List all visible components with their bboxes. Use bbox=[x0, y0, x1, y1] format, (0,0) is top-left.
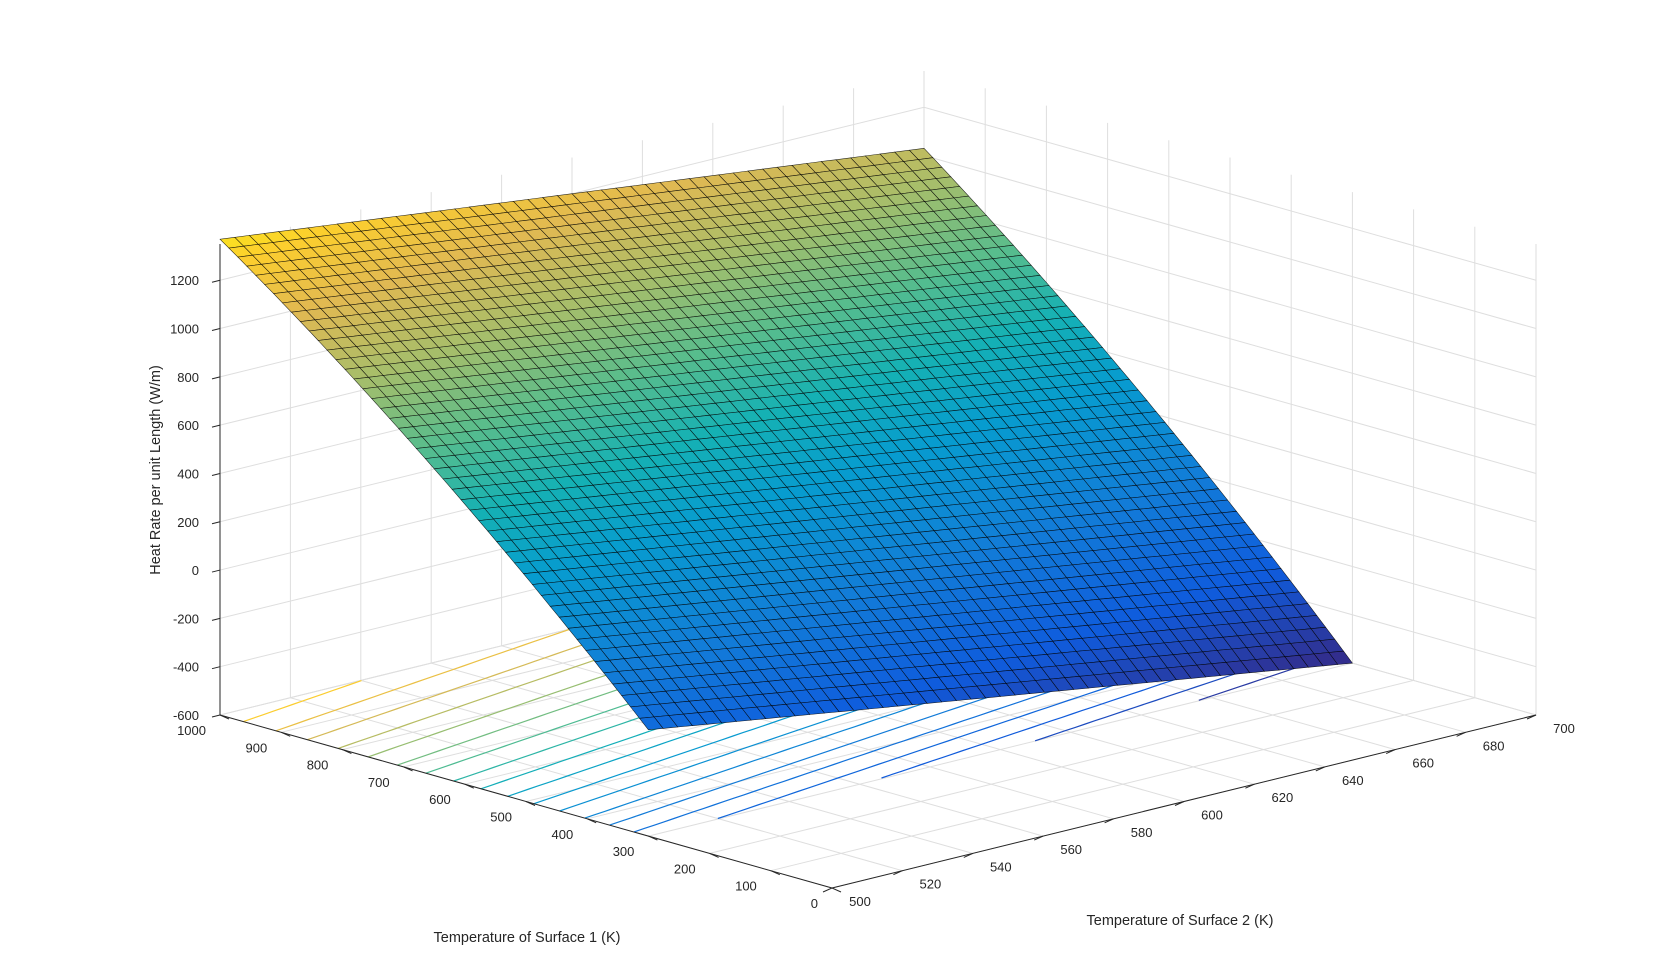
z-tick-label: 1200 bbox=[170, 273, 199, 288]
surface-mesh bbox=[219, 148, 1353, 731]
x-tick-label: 800 bbox=[307, 758, 329, 773]
y-tick-mark bbox=[1174, 801, 1185, 806]
x-tick-mark bbox=[648, 835, 658, 841]
y-tick-label: 520 bbox=[920, 877, 942, 892]
y-tick-mark bbox=[1033, 835, 1044, 841]
z-tick-mark bbox=[211, 617, 221, 621]
y-tick-mark bbox=[822, 887, 833, 893]
x-tick-label: 900 bbox=[245, 740, 267, 755]
y-tick-mark bbox=[1526, 714, 1537, 720]
x-axis-label: Temperature of Surface 1 (K) bbox=[434, 930, 621, 946]
x-tick-label: 0 bbox=[811, 896, 818, 911]
x-tick-mark bbox=[342, 749, 352, 755]
z-tick-mark bbox=[211, 569, 221, 573]
x-tick-mark bbox=[403, 766, 413, 772]
x-tick-label: 600 bbox=[429, 792, 451, 807]
z-tick-mark bbox=[211, 472, 221, 476]
x-tick-label: 300 bbox=[613, 844, 635, 859]
z-tick-labels: -600 -400 -200 0 200 400 600 800 1000 1200 bbox=[170, 273, 221, 723]
contour-line bbox=[275, 627, 573, 732]
z-tick-mark bbox=[211, 328, 221, 332]
z-tick-mark bbox=[211, 376, 221, 380]
y-tick-mark bbox=[893, 870, 903, 876]
x-tick-label: 1000 bbox=[177, 723, 206, 738]
y-tick-mark bbox=[1315, 766, 1326, 772]
y-tick-label: 580 bbox=[1131, 825, 1153, 840]
y-tick-mark bbox=[1245, 783, 1255, 789]
x-tick-mark bbox=[525, 801, 536, 806]
x-tick-label: 200 bbox=[674, 861, 696, 876]
z-tick-mark bbox=[211, 424, 221, 428]
y-tick-labels: 500 520 540 560 580 600 620 640 660 680 700 bbox=[822, 714, 1575, 909]
y-tick-label: 560 bbox=[1060, 842, 1082, 857]
x-tick-labels: 0 100 200 300 400 500 600 700 800 900 1000 bbox=[177, 714, 842, 911]
z-tick-label: 800 bbox=[177, 370, 199, 385]
x-tick-mark bbox=[464, 783, 475, 789]
z-tick-mark bbox=[211, 521, 221, 525]
z-tick-label: 0 bbox=[192, 563, 199, 578]
y-tick-mark bbox=[1456, 731, 1466, 737]
surface-patch bbox=[638, 716, 664, 731]
x-tick-label: 500 bbox=[490, 810, 512, 825]
contour-line bbox=[243, 680, 362, 723]
y-tick-label: 680 bbox=[1483, 738, 1505, 753]
y-tick-label: 500 bbox=[849, 894, 871, 909]
z-tick-label: 400 bbox=[177, 466, 199, 481]
x-tick-mark bbox=[709, 852, 719, 858]
z-tick-label: -400 bbox=[173, 660, 199, 675]
x-tick-mark bbox=[219, 714, 230, 720]
y-tick-mark bbox=[1104, 818, 1114, 824]
x-tick-label: 100 bbox=[735, 879, 757, 894]
y-tick-label: 640 bbox=[1342, 773, 1364, 788]
y-axis-label: Temperature of Surface 2 (K) bbox=[1087, 913, 1274, 929]
x-tick-mark bbox=[280, 731, 291, 737]
y-tick-label: 700 bbox=[1553, 721, 1575, 736]
z-tick-mark bbox=[211, 666, 221, 670]
x-tick-mark bbox=[586, 818, 597, 824]
x-tick-mark bbox=[770, 870, 781, 876]
y-tick-label: 620 bbox=[1272, 790, 1294, 805]
z-tick-label: 200 bbox=[177, 515, 199, 530]
x-tick-label: 700 bbox=[368, 775, 390, 790]
x-tick-label: 400 bbox=[551, 827, 573, 842]
z-tick-mark bbox=[211, 714, 221, 718]
y-tick-mark bbox=[1385, 749, 1396, 755]
y-tick-label: 600 bbox=[1201, 808, 1223, 823]
y-tick-label: 540 bbox=[990, 859, 1012, 874]
z-tick-mark bbox=[211, 279, 221, 283]
y-tick-mark bbox=[963, 852, 974, 858]
z-tick-label: 1000 bbox=[170, 322, 199, 337]
z-axis-label: Heat Rate per unit Length (W/m) bbox=[148, 365, 164, 575]
z-tick-label: 600 bbox=[177, 418, 199, 433]
z-tick-label: -600 bbox=[173, 708, 199, 723]
z-tick-label: -200 bbox=[173, 611, 199, 626]
x-tick-mark bbox=[831, 887, 842, 893]
y-tick-label: 660 bbox=[1412, 756, 1434, 771]
